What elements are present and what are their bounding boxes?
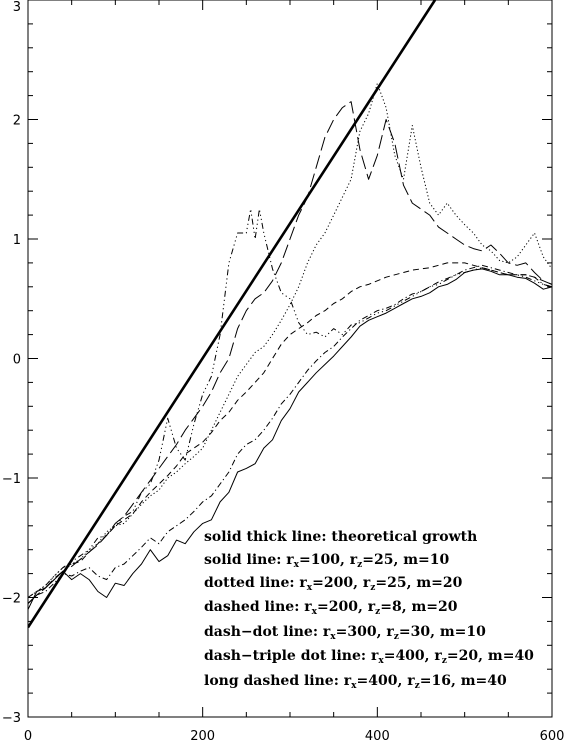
legend-entry-5: dash−dot line: rx=300, rz=30, m=10 xyxy=(204,624,486,642)
legend-entry-7: long dashed line: rx=400, rz=16, m=40 xyxy=(204,673,507,691)
legend-desc-1: theoretical growth xyxy=(331,529,477,545)
x-tick-label: 200 xyxy=(190,729,215,743)
series-long-dashed-line xyxy=(28,101,552,604)
legend-entry-6: dash−triple dot line: rx=400, rz=20, m=4… xyxy=(204,648,534,666)
x-tick-label: 400 xyxy=(365,729,390,743)
series-solid-thick-line xyxy=(28,0,437,629)
y-tick-label: −2 xyxy=(2,592,21,607)
series-dash-dot-line xyxy=(28,264,552,604)
y-tick-label: 0 xyxy=(13,353,21,368)
series-dotted-line xyxy=(28,83,552,598)
legend-entry-4: dashed line: rx=200, rz=8, m=20 xyxy=(204,599,458,617)
x-tick-label: 0 xyxy=(24,729,32,743)
legend: solid thick line: theoretical growth sol… xyxy=(204,529,534,691)
y-tick-label: −1 xyxy=(2,472,21,487)
legend-entry-3: dotted line: rx=200, rz=25, m=20 xyxy=(204,575,463,593)
legend-entry-1: solid thick line: theoretical growth xyxy=(204,529,477,545)
series-layer xyxy=(28,0,552,629)
legend-entry-2: solid line: rx=100, rz=25, m=10 xyxy=(204,552,450,570)
y-tick-label: −3 xyxy=(2,711,21,726)
y-tick-label: 1 xyxy=(13,233,21,248)
y-tick-label: 2 xyxy=(13,114,21,129)
series-dashed-line xyxy=(28,262,552,604)
y-tick-label: 3 xyxy=(13,0,21,15)
legend-line-1: solid thick line xyxy=(204,529,321,545)
x-tick-label: 600 xyxy=(540,729,565,743)
